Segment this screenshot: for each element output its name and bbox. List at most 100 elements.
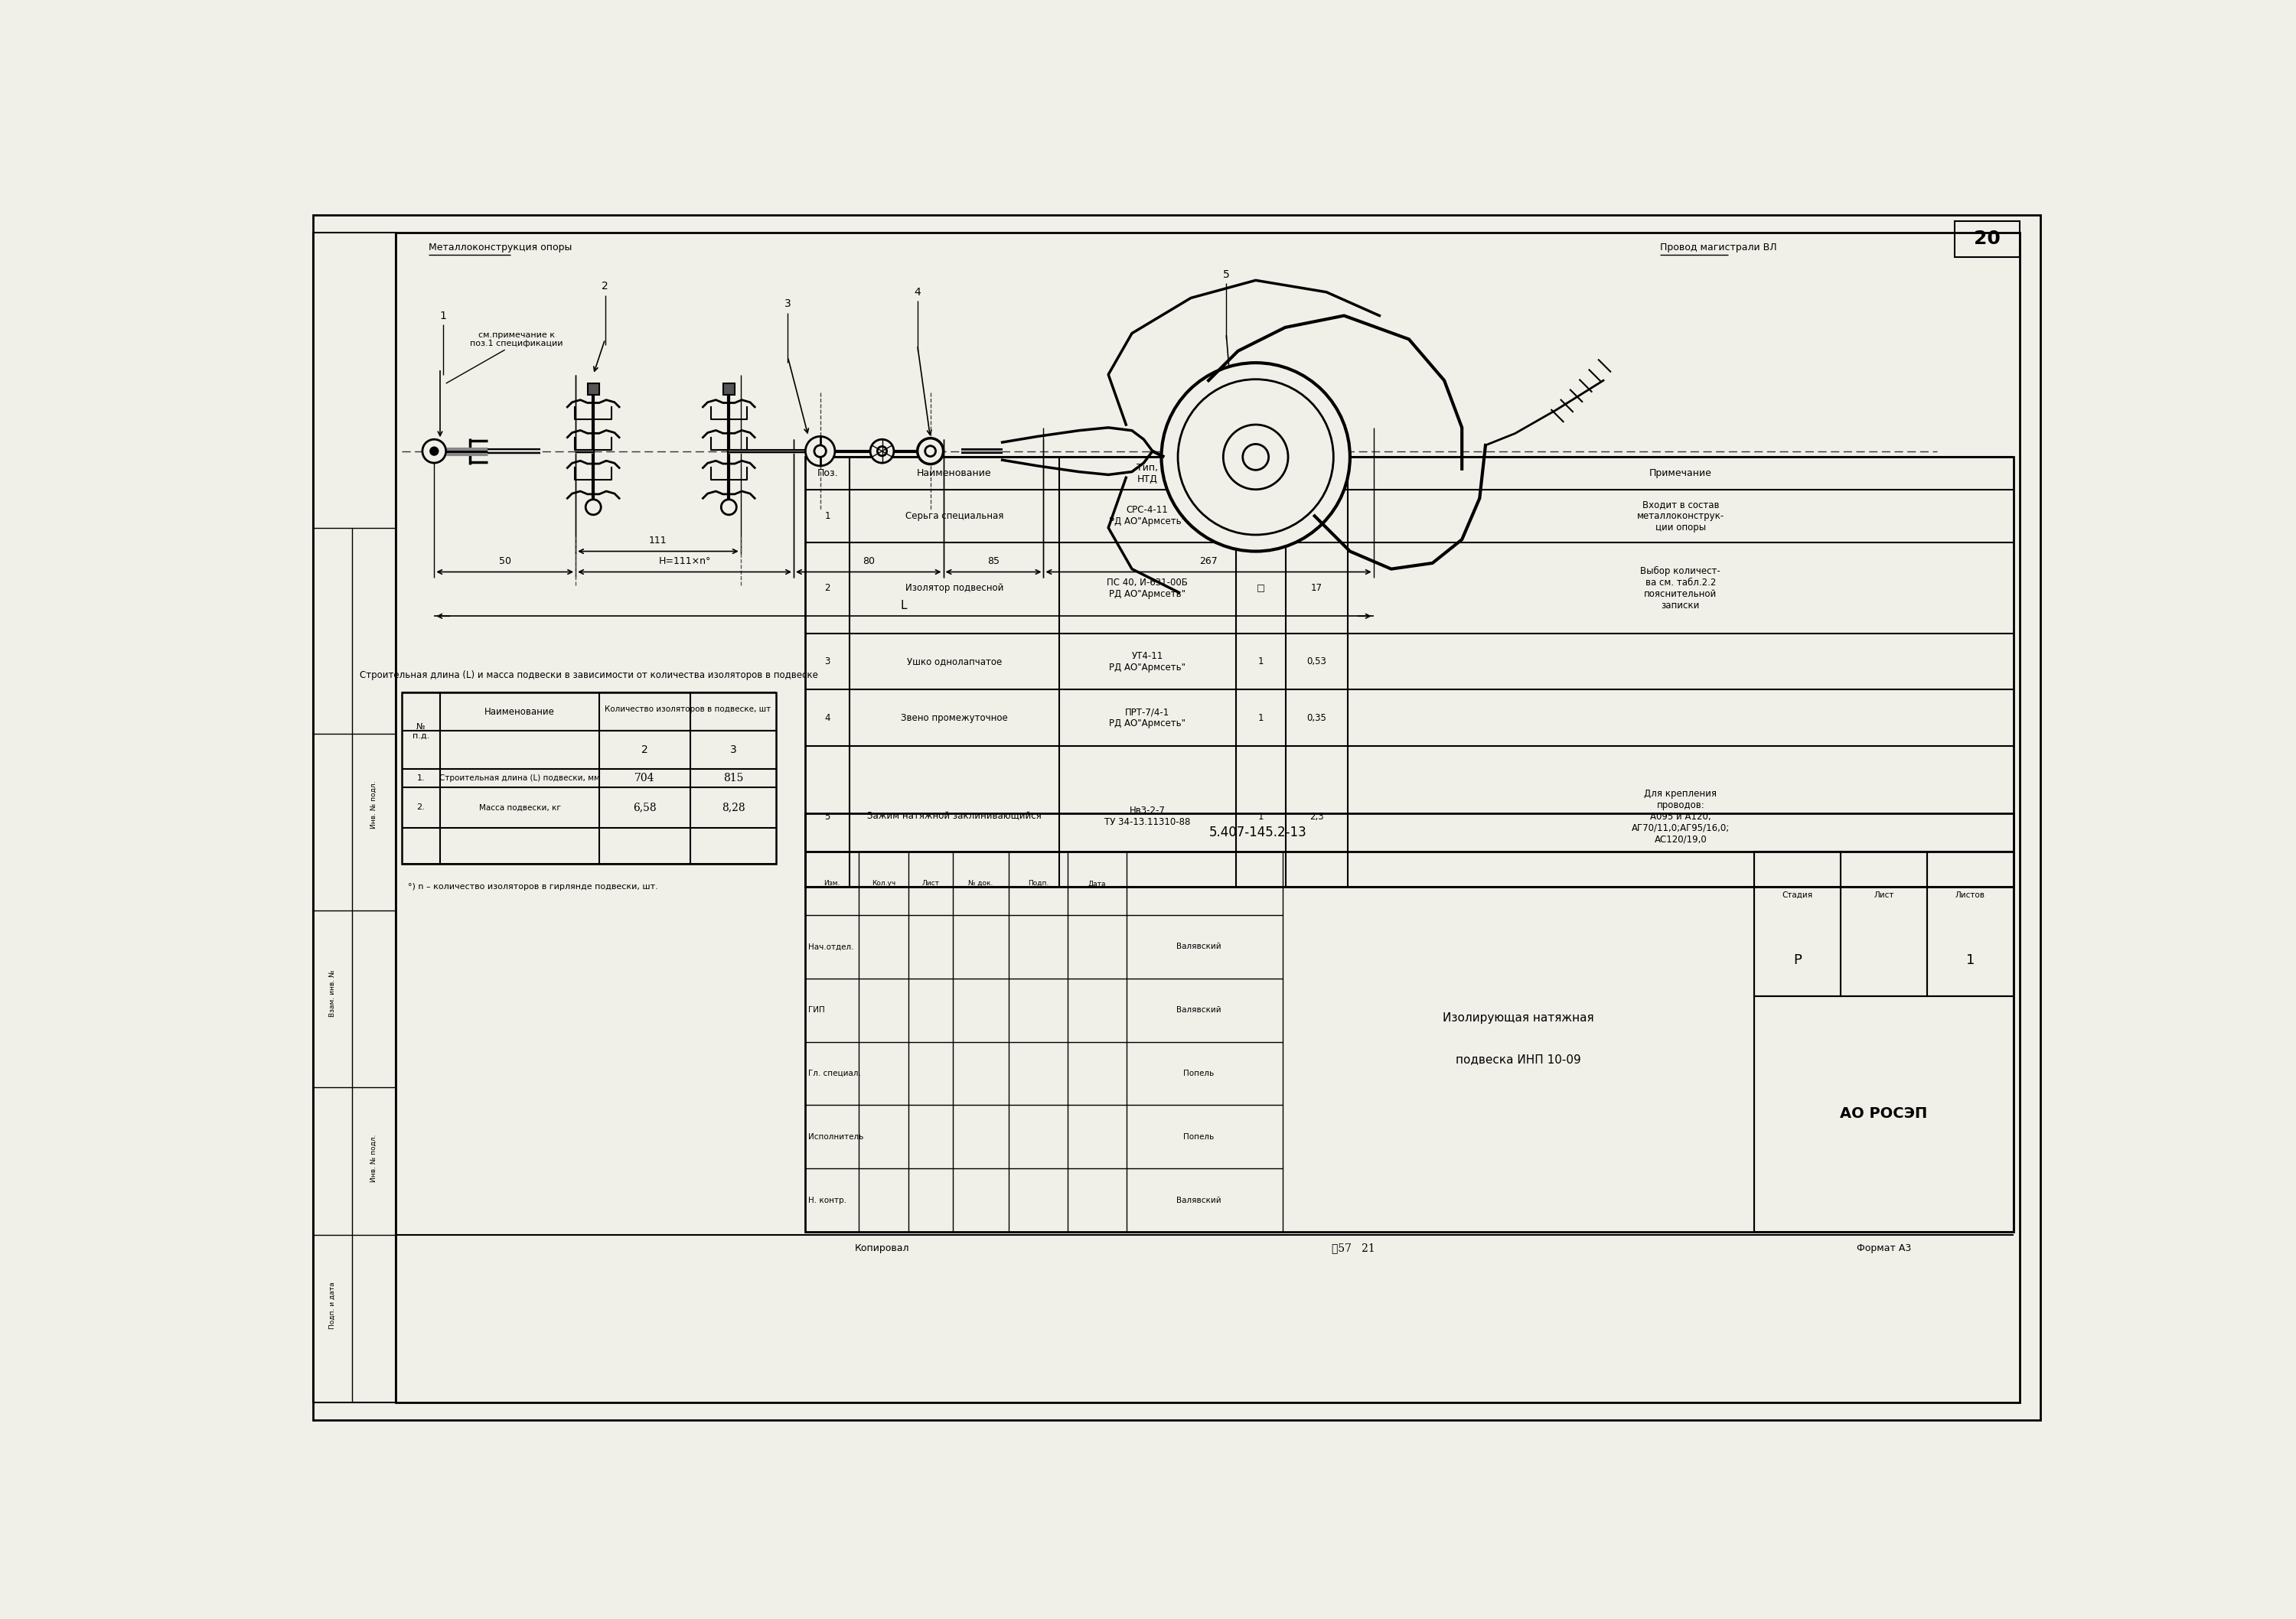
Circle shape	[806, 437, 836, 466]
Text: Провод магистрали ВЛ: Провод магистрали ВЛ	[1660, 243, 1777, 253]
Text: Инв. № подл.: Инв. № подл.	[370, 1135, 377, 1182]
Circle shape	[870, 439, 893, 463]
Text: Исполнитель: Исполнитель	[808, 1133, 863, 1141]
Text: 4: 4	[824, 712, 831, 722]
Text: Нв3-2-7
ТУ 34-13.11310-88: Нв3-2-7 ТУ 34-13.11310-88	[1104, 806, 1189, 827]
Text: 2: 2	[824, 583, 831, 593]
Text: Строительная длина (L) и масса подвески в зависимости от количества изоляторов в: Строительная длина (L) и масса подвески …	[360, 670, 817, 680]
Text: Изм.: Изм.	[824, 881, 840, 887]
Bar	[723, 384, 735, 395]
Text: Валявский: Валявский	[1176, 1007, 1221, 1013]
Bar	[1841, 852, 1926, 996]
Text: ПС 40, И-631-00Б
РД АО"Армсеть": ПС 40, И-631-00Б РД АО"Армсеть"	[1107, 578, 1187, 599]
Text: 20: 20	[1975, 230, 2000, 248]
Text: Подп. и дата: Подп. и дата	[328, 1282, 335, 1329]
Text: Примечание: Примечание	[1649, 468, 1713, 478]
Text: Звено промежуточное: Звено промежуточное	[900, 712, 1008, 722]
Bar	[806, 457, 2014, 887]
Bar	[1926, 852, 2014, 996]
Text: 815: 815	[723, 772, 744, 784]
Text: ГИП: ГИП	[808, 1007, 824, 1013]
Text: Формат А3: Формат А3	[1857, 1243, 1910, 1253]
Text: L: L	[900, 599, 907, 612]
Text: Стадия: Стадия	[1782, 892, 1814, 899]
Text: Нач.отдел.: Нач.отдел.	[808, 942, 854, 950]
Text: Кол,
шт: Кол, шт	[1249, 463, 1272, 484]
Text: 5: 5	[1224, 269, 1231, 280]
Text: 1: 1	[1258, 712, 1263, 722]
Text: Инв. № подл.: Инв. № подл.	[370, 780, 377, 829]
Text: 1: 1	[439, 311, 445, 321]
Text: 0,53: 0,53	[1306, 657, 1327, 667]
Text: Масса подвески, кг: Масса подвески, кг	[480, 803, 560, 811]
Text: Серьга специальная: Серьга специальная	[905, 512, 1003, 521]
Text: 6,58: 6,58	[634, 803, 657, 813]
Text: 4: 4	[914, 287, 921, 298]
Text: Копировал: Копировал	[854, 1243, 909, 1253]
Text: Входит в состав
металлоконструк-
ции опоры: Входит в состав металлоконструк- ции опо…	[1637, 500, 1724, 533]
Text: 3: 3	[785, 298, 792, 309]
Text: Лист: Лист	[923, 881, 939, 887]
Text: 1: 1	[1965, 954, 1975, 967]
Text: Валявский: Валявский	[1176, 942, 1221, 950]
Text: Тип,
НТД: Тип, НТД	[1137, 463, 1157, 484]
Bar	[588, 384, 599, 395]
Text: Дата: Дата	[1088, 881, 1107, 887]
Text: Наименование: Наименование	[484, 708, 556, 717]
Text: 267: 267	[1199, 557, 1217, 567]
Text: 2: 2	[641, 745, 647, 756]
Text: 50: 50	[498, 557, 512, 567]
Text: 䀄57   21: 䀄57 21	[1332, 1243, 1375, 1253]
Text: Зажим натяжной заклинивающийся: Зажим натяжной заклинивающийся	[868, 811, 1042, 821]
Text: 3: 3	[824, 657, 831, 667]
Circle shape	[918, 439, 944, 465]
Text: Количество изоляторов в подвеске, шт: Количество изоляторов в подвеске, шт	[604, 704, 771, 712]
Text: 5.407-145.2-13: 5.407-145.2-13	[1210, 826, 1306, 840]
Circle shape	[721, 499, 737, 515]
Text: 2.: 2.	[418, 803, 425, 811]
Text: H=111×n°: H=111×n°	[659, 557, 712, 567]
Text: Изолирующая натяжная: Изолирующая натяжная	[1442, 1012, 1593, 1023]
Bar	[1954, 222, 2020, 257]
Text: 1: 1	[824, 512, 831, 521]
Text: Поз.: Поз.	[817, 468, 838, 478]
Text: 17: 17	[1311, 583, 1322, 593]
Text: 3: 3	[730, 745, 737, 756]
Circle shape	[815, 445, 827, 457]
Circle shape	[585, 499, 602, 515]
Text: 1: 1	[1258, 512, 1263, 521]
Text: Подп.: Подп.	[1029, 881, 1049, 887]
Text: 1: 1	[1258, 811, 1263, 821]
Bar	[806, 813, 2014, 1232]
Text: °) n – количество изоляторов в гирлянде подвески, шт.: °) n – количество изоляторов в гирлянде …	[409, 884, 657, 890]
Text: Лист: Лист	[1874, 892, 1894, 899]
Text: 0,35: 0,35	[1306, 712, 1327, 722]
Circle shape	[429, 447, 439, 457]
Text: Взам. инв. №: Взам. инв. №	[328, 970, 335, 1017]
Text: №
п.д.: № п.д.	[413, 722, 429, 740]
Circle shape	[925, 445, 937, 457]
Text: 0,12: 0,12	[1306, 512, 1327, 521]
Circle shape	[1224, 424, 1288, 489]
Text: Для крепления
проводов:
А095 и А120;
АГ70/11,0;АГ95/16,0;
АС120/19,0: Для крепления проводов: А095 и А120; АГ7…	[1632, 788, 1729, 845]
Text: 704: 704	[634, 772, 654, 784]
Text: АО РОСЭП: АО РОСЭП	[1839, 1107, 1929, 1122]
Text: 85: 85	[987, 557, 999, 567]
Text: 2,3: 2,3	[1309, 811, 1325, 821]
Text: 1: 1	[1258, 657, 1263, 667]
Text: Н. контр.: Н. контр.	[808, 1196, 847, 1205]
Text: Попель: Попель	[1182, 1070, 1215, 1077]
Text: УТ4-11
РД АО"Армсеть": УТ4-11 РД АО"Армсеть"	[1109, 651, 1185, 672]
Text: Металлоконструкция опоры: Металлоконструкция опоры	[429, 243, 572, 253]
Text: Попель: Попель	[1182, 1133, 1215, 1141]
Bar	[1754, 852, 1841, 996]
Text: СРС-4-11
РД АО"Армсеть": СРС-4-11 РД АО"Армсеть"	[1109, 505, 1185, 526]
Text: Ушко однолапчатое: Ушко однолапчатое	[907, 657, 1001, 667]
Text: 2: 2	[602, 280, 608, 291]
Text: ПРТ-7/4-1
РД АО"Армсеть": ПРТ-7/4-1 РД АО"Армсеть"	[1109, 708, 1185, 729]
Text: 5: 5	[824, 811, 831, 821]
Text: 1.: 1.	[418, 774, 425, 782]
Text: Выбор количест-
ва см. табл.2.2
пояснительной
записки: Выбор количест- ва см. табл.2.2 поясните…	[1639, 567, 1720, 610]
Text: подвеска ИНП 10-09: подвеска ИНП 10-09	[1456, 1054, 1582, 1065]
Circle shape	[1162, 363, 1350, 552]
